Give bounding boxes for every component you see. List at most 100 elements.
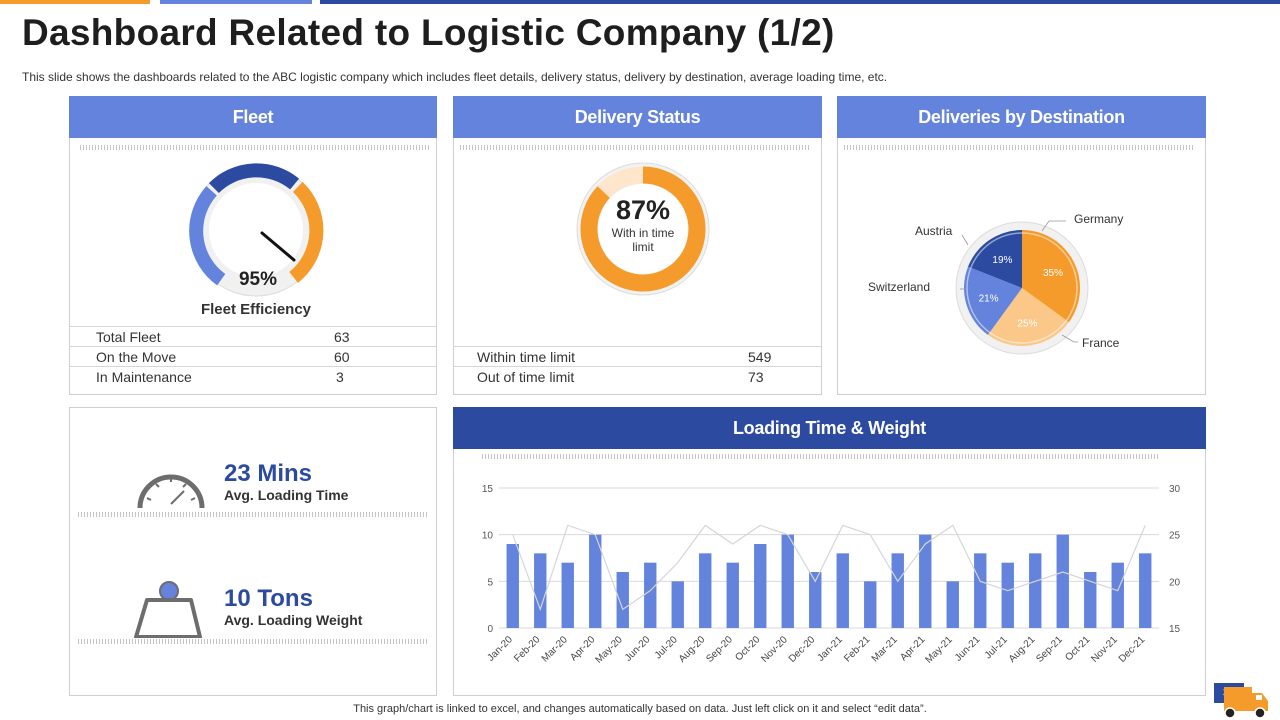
x-axis-tick: Jan-20: [485, 634, 515, 664]
x-axis-tick: Mar-21: [870, 634, 900, 664]
bar: [1111, 562, 1124, 628]
bar: [699, 553, 712, 628]
row-value: 73: [748, 369, 764, 385]
table-row: On the Move 60: [70, 346, 436, 366]
gauge-value: 95%: [238, 269, 278, 290]
delivery-caption-line2: limit: [632, 240, 654, 254]
right-axis-tick: 20: [1169, 577, 1181, 588]
delivery-status-header: Delivery Status: [453, 96, 822, 138]
bar: [754, 544, 767, 628]
row-value: 63: [334, 329, 350, 345]
row-label: Out of time limit: [477, 369, 575, 385]
destination-header: Deliveries by Destination: [837, 96, 1206, 138]
weight-icon: [134, 581, 202, 638]
divider: [844, 145, 1195, 150]
bar: [919, 534, 932, 628]
x-axis-tick: Mar-20: [540, 634, 570, 664]
right-axis-tick: 25: [1169, 531, 1181, 542]
gauge-arc-left: [189, 186, 226, 286]
table-row: Total Fleet 63: [70, 326, 436, 346]
x-axis-tick: Jun-20: [623, 634, 653, 664]
weight-line-series: [512, 524, 1146, 612]
pie-slice-label: 35%: [1043, 268, 1063, 279]
bar: [589, 534, 602, 628]
left-axis-tick: 10: [482, 531, 494, 542]
bar: [1029, 553, 1042, 628]
x-axis-tick: Jun-21: [953, 634, 983, 664]
x-axis-tick: Sep-20: [704, 634, 735, 665]
row-label: In Maintenance: [96, 369, 192, 385]
bar: [616, 572, 629, 628]
row-value: 60: [334, 349, 350, 365]
fleet-header: Fleet: [69, 96, 437, 138]
x-axis-tick: Feb-20: [512, 634, 542, 664]
x-axis-tick: Jan-21: [815, 634, 845, 664]
avg-loading-weight-value: 10 Tons: [224, 585, 313, 612]
page-subtitle: This slide shows the dashboards related …: [22, 70, 888, 84]
bar: [1139, 553, 1152, 628]
pie-slice-switzerland: [964, 266, 1022, 335]
speedometer-icon: [137, 474, 205, 509]
pie-slice-germany: [1022, 230, 1080, 323]
footnote: This graph/chart is linked to excel, and…: [353, 703, 927, 715]
fleet-header-label: Fleet: [232, 106, 274, 127]
x-axis-tick: May-21: [924, 634, 956, 666]
pie-slice-label: 21%: [979, 294, 999, 305]
bar: [726, 562, 739, 628]
table-row: Out of time limit 73: [454, 366, 821, 386]
leader-germany: [1041, 220, 1066, 232]
pie-slice-label: 19%: [992, 255, 1012, 266]
bar: [864, 581, 877, 628]
delivery-truck-icon: [1224, 687, 1268, 719]
left-axis-tick: 5: [487, 577, 493, 588]
bar: [891, 553, 904, 628]
bar: [809, 572, 822, 628]
table-row: Within time limit 549: [454, 346, 821, 366]
bar: [506, 544, 519, 628]
x-axis-tick: Dec-20: [787, 634, 818, 665]
table-row: In Maintenance 3: [70, 366, 436, 386]
pie-legend-germany: Germany: [1074, 212, 1123, 226]
bar: [836, 553, 849, 628]
bar: [671, 581, 684, 628]
x-axis-tick: Nov-21: [1089, 634, 1120, 665]
x-axis-tick: Aug-20: [677, 634, 708, 665]
divider: [460, 145, 811, 150]
divider: [78, 512, 428, 517]
destination-panel: Deliveries by Destination 35% 25% 21% 19% G…: [837, 96, 1206, 395]
delivery-status-panel: Delivery Status 87% With in time limit W…: [453, 96, 822, 395]
pie-slice-france: [987, 288, 1069, 346]
donut-progress-arc: [580, 166, 706, 292]
avg-loading-time-value: 23 Mins: [224, 460, 313, 487]
gauge-needle: [260, 231, 296, 262]
destination-pie: 35%25%21%19% Germany France Switzerland …: [868, 212, 1123, 355]
row-label: Total Fleet: [96, 329, 161, 345]
avg-loading-weight-label: Avg. Loading Weight: [224, 612, 363, 628]
gauge-label: Fleet Efficiency: [200, 301, 312, 318]
x-axis-tick: Oct-21: [1063, 634, 1092, 663]
left-axis-tick: 0: [487, 624, 493, 635]
bar: [534, 553, 547, 628]
delivery-caption-line1: With in time: [611, 226, 675, 240]
bar: [974, 553, 987, 628]
x-axis-tick: Aug-21: [1007, 634, 1038, 665]
delivery-donut: [576, 162, 710, 296]
bar: [1084, 572, 1097, 628]
divider: [80, 145, 430, 150]
leader-france: [1061, 334, 1078, 343]
loading-chart-panel: Loading Time & Weight 0 5 10 15 15 20 25 30 Jan-…: [453, 407, 1206, 696]
right-axis-tick: 30: [1169, 484, 1181, 495]
x-axis-tick: Sep-21: [1034, 634, 1065, 665]
gauge-arc-right: [289, 181, 324, 283]
divider: [482, 454, 1160, 459]
row-value: 549: [748, 349, 772, 365]
destination-header-label: Deliveries by Destination: [918, 106, 1125, 127]
loading-bar-line-chart: 05101515202530Jan-20Feb-20Mar-20Apr-20Ma…: [482, 484, 1181, 666]
top-accent-bar: [0, 0, 1280, 4]
bar: [561, 562, 574, 628]
pie-legend-france: France: [1082, 336, 1120, 350]
delivery-percent: 87%: [615, 195, 671, 225]
row-label: On the Move: [96, 349, 177, 365]
bar: [781, 534, 794, 628]
row-value: 3: [336, 369, 344, 385]
